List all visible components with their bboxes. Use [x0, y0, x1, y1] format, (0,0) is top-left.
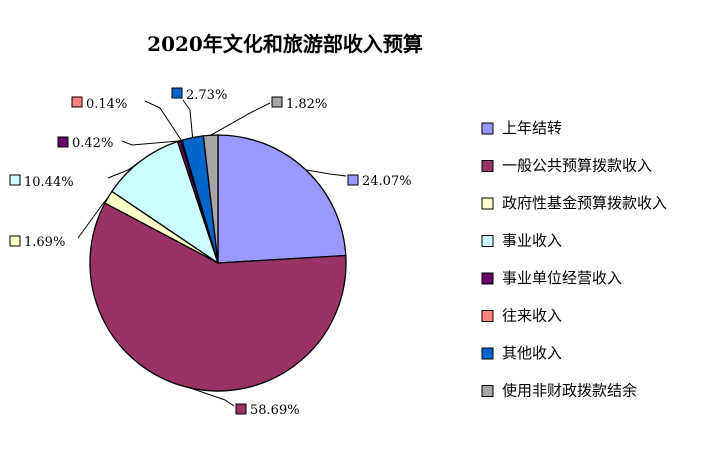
slice-7-data-label: 2.73%	[186, 88, 227, 103]
legend-label-4: 事业收入	[502, 232, 562, 250]
slice-4-label-swatch	[9, 174, 21, 186]
legend-label-5: 事业单位经营收入	[502, 269, 622, 287]
legend-swatch-6	[481, 310, 494, 322]
legend-swatch-7	[481, 347, 494, 360]
slice-8	[202, 134, 219, 264]
slice-6-leader-line	[144, 100, 182, 141]
slice-7-leader-line	[182, 99, 194, 138]
slice-3-label-swatch	[9, 235, 21, 247]
slice-2-leader-line	[190, 387, 235, 407]
legend-swatch-8	[481, 385, 494, 397]
legend-label-2: 一般公共预算拨款收入	[502, 157, 652, 175]
slice-2-data-label: 58.69%	[250, 403, 300, 418]
slice-4	[111, 140, 220, 265]
slice-5-leader-line	[121, 140, 180, 146]
legend-label-7: 其他收入	[502, 344, 562, 362]
data-labels: 24.07% 58.69% 1.69% 10.44% 0.42% 0.14% 2.73% 1.…	[9, 87, 412, 418]
legend-swatch-2	[481, 160, 494, 172]
slice-2-label-swatch	[235, 403, 247, 415]
slice-1-leader-line	[305, 169, 347, 177]
slice-1-data-label: 24.07%	[362, 174, 412, 189]
legend-swatch-5	[481, 272, 494, 285]
slice-5-label-swatch	[57, 136, 69, 148]
slice-7-label-swatch	[171, 87, 183, 99]
slice-6-data-label: 0.14%	[86, 97, 127, 112]
legend-swatch-3	[481, 197, 494, 210]
slice-8-data-label: 1.82%	[286, 97, 327, 112]
slice-3-leader-line	[77, 196, 109, 239]
legend-label-6: 往来收入	[502, 307, 562, 325]
chart-title: 2020年文化和旅游部收入预算	[147, 32, 423, 56]
legend-swatch-4	[481, 235, 494, 247]
legend-label-1: 上年结转	[502, 119, 562, 137]
slice-6-label-swatch	[71, 96, 83, 108]
slice-8-leader-line	[210, 102, 271, 136]
legend: 上年结转一般公共预算拨款收入政府性基金预算拨款收入事业收入事业单位经营收入往来收…	[481, 119, 667, 400]
legend-label-8: 使用非财政拨款结余	[502, 382, 637, 400]
legend-swatch-1	[481, 122, 494, 135]
slice-1-label-swatch	[347, 174, 359, 186]
slice-3-data-label: 1.69%	[24, 235, 65, 250]
leader-lines	[77, 99, 347, 407]
slice-4-data-label: 10.44%	[24, 175, 74, 190]
slice-1	[217, 134, 347, 264]
slice-5-data-label: 0.42%	[72, 136, 113, 151]
slice-8-label-swatch	[271, 96, 283, 108]
slice-4-leader-line	[107, 160, 141, 179]
legend-label-3: 政府性基金预算拨款收入	[502, 194, 667, 212]
pie-slices	[89, 134, 347, 392]
